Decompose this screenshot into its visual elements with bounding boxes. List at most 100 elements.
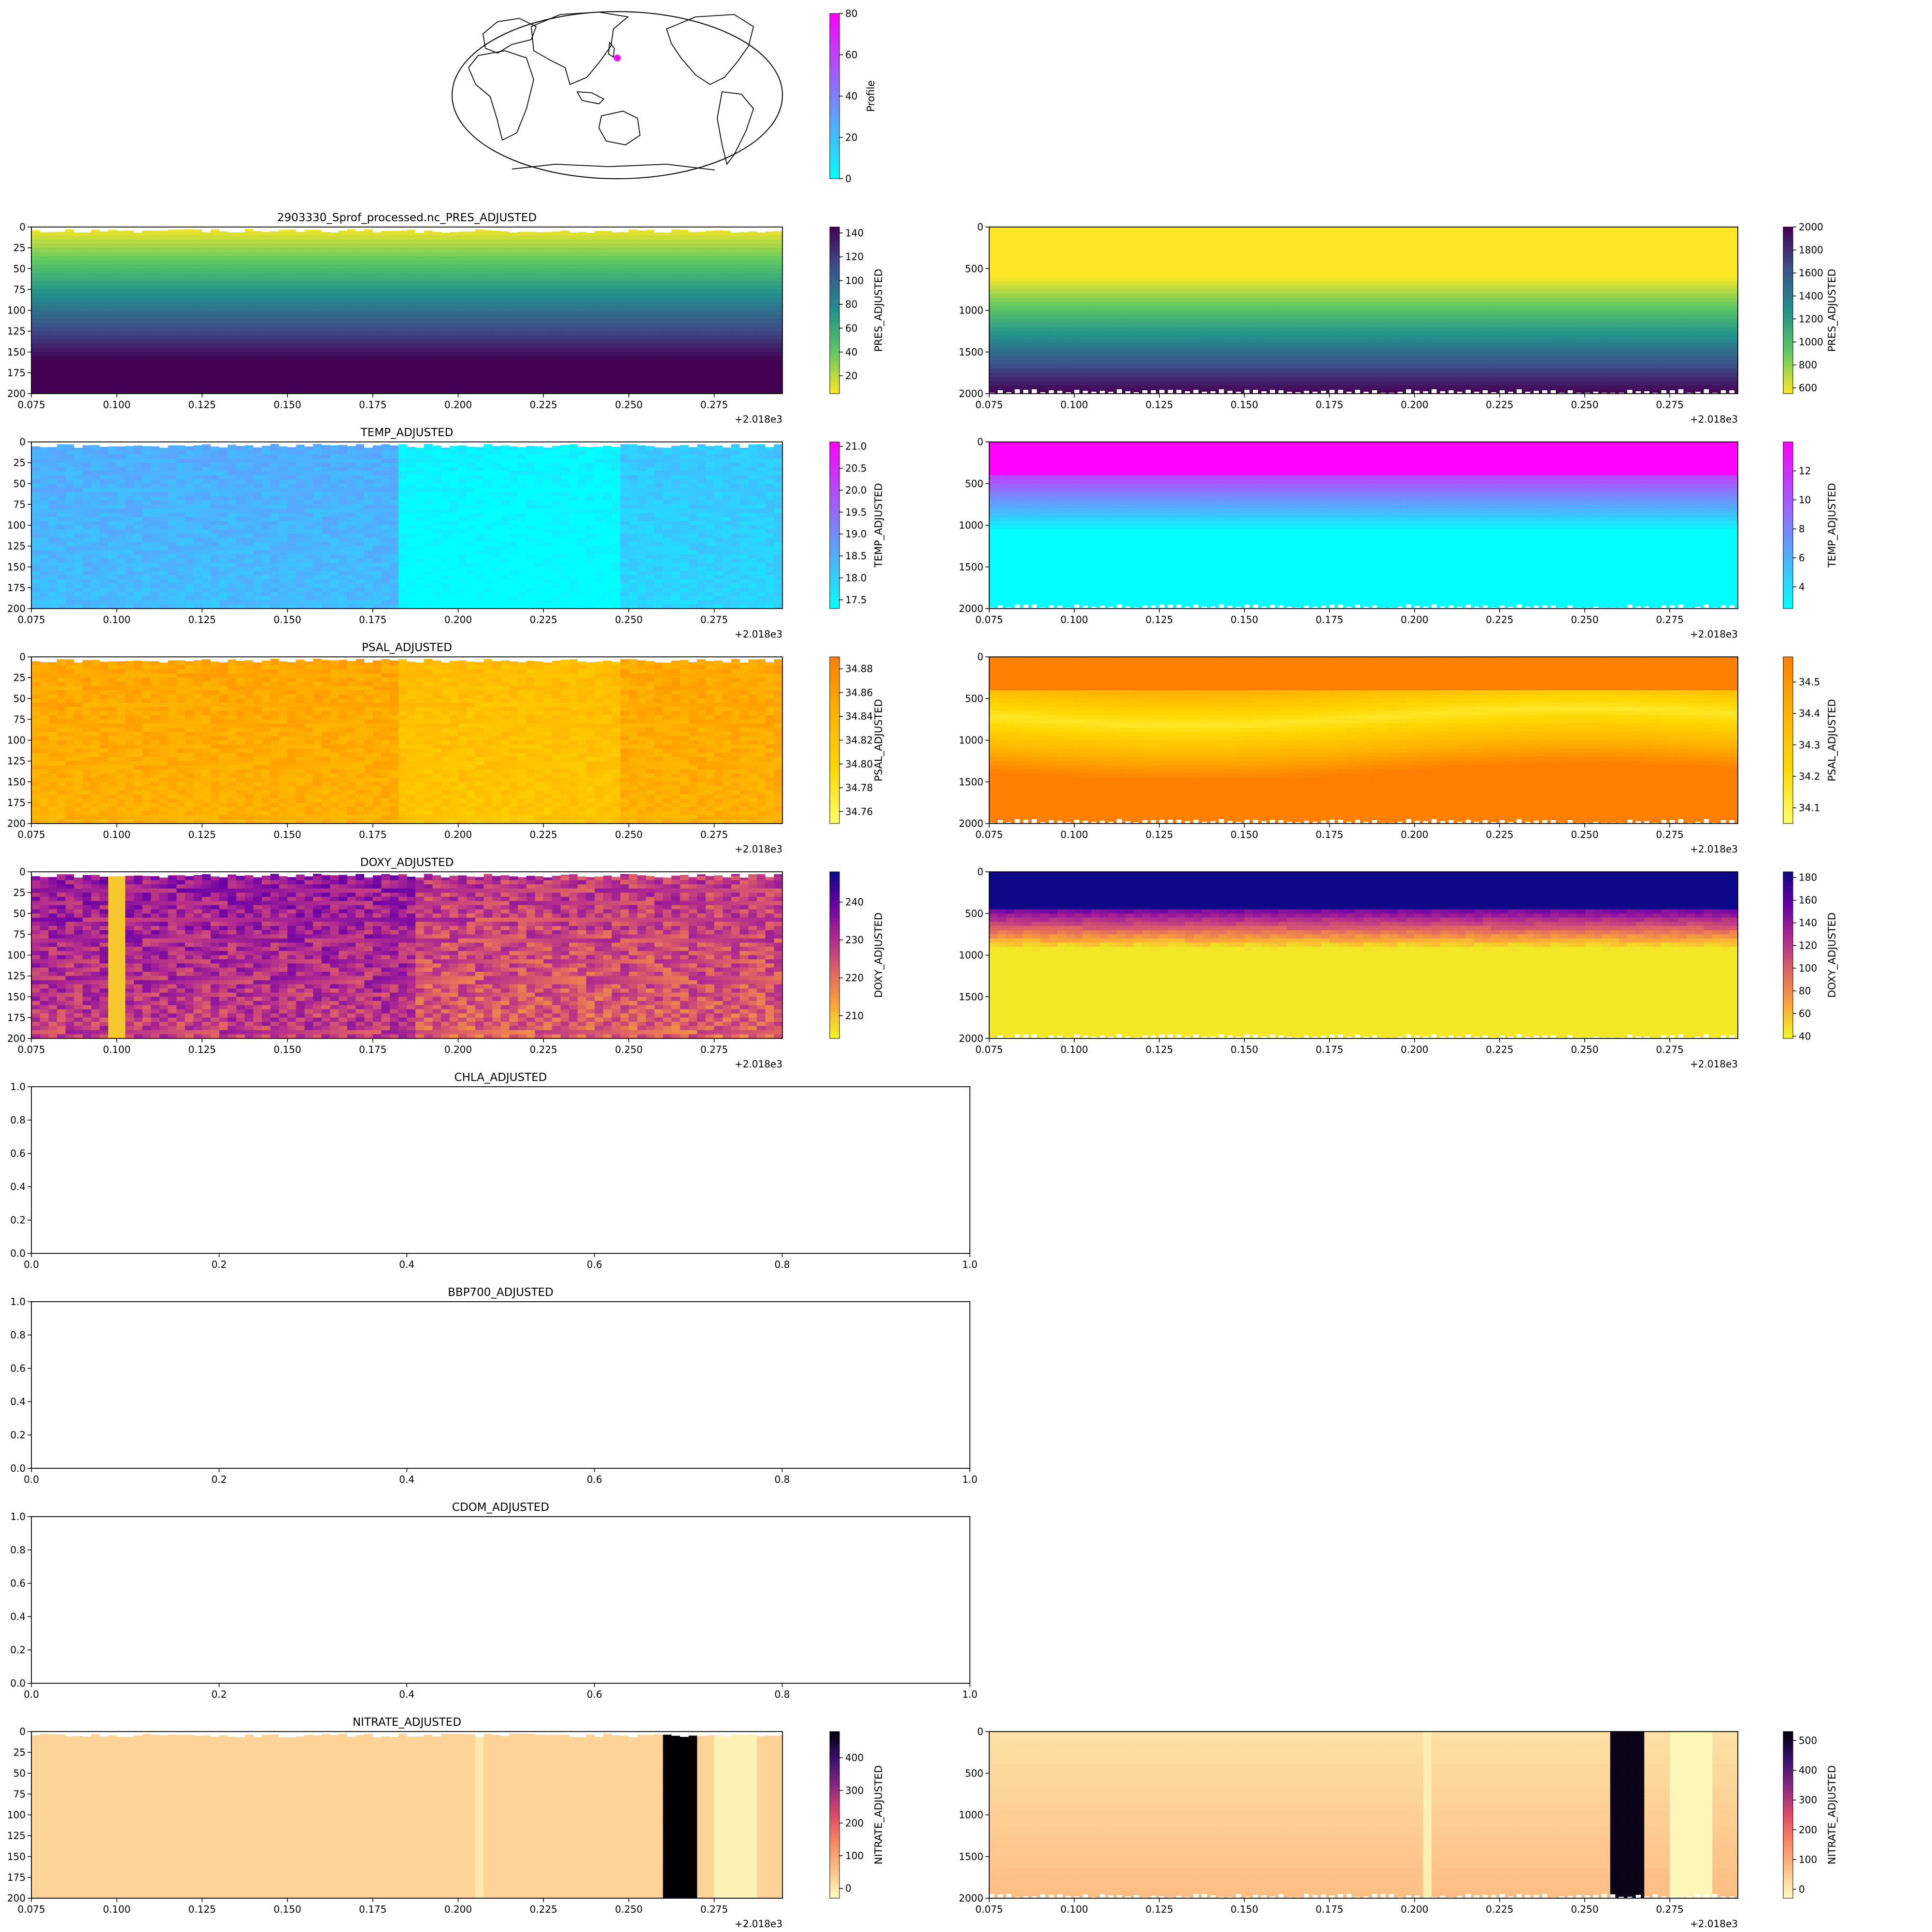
heatmap-cell <box>279 269 288 273</box>
heatmap-cell <box>535 323 544 327</box>
heatmap-cell <box>1193 335 1203 340</box>
heatmap-cell <box>611 343 621 348</box>
heatmap-cell <box>458 264 467 270</box>
map-colorbar-tick-label: 80 <box>845 8 857 19</box>
heatmap-cell <box>313 335 322 340</box>
heatmap-cell <box>620 294 629 298</box>
heatmap-cell <box>1014 256 1024 261</box>
heatmap-cell <box>185 372 194 378</box>
heatmap-cell <box>151 335 160 340</box>
heatmap-cell <box>99 298 109 303</box>
heatmap-cell <box>381 364 390 369</box>
heatmap-cell <box>492 331 501 336</box>
heatmap-cell <box>475 389 484 394</box>
heatmap-cell <box>1040 352 1050 357</box>
heatmap-cell <box>1074 264 1083 270</box>
heatmap-cell <box>211 343 220 348</box>
heatmap-cell <box>355 343 365 348</box>
heatmap-cell <box>176 248 185 253</box>
heatmap-cell <box>219 323 228 327</box>
heatmap-cell <box>1227 348 1236 353</box>
heatmap-cell <box>407 369 416 373</box>
heatmap-cell <box>628 369 638 373</box>
heatmap-cell <box>415 360 425 365</box>
heatmap-cell <box>603 343 612 348</box>
heatmap-cell <box>654 343 664 348</box>
heatmap-cell <box>654 335 664 340</box>
heatmap-cell <box>1142 323 1151 327</box>
heatmap-cell <box>415 364 425 369</box>
heatmap-cell <box>83 264 92 270</box>
heatmap-cell <box>739 318 749 324</box>
heatmap-cell <box>116 239 126 244</box>
heatmap-cell <box>1006 352 1015 357</box>
heatmap-cell <box>1082 269 1092 273</box>
heatmap-cell <box>432 294 441 298</box>
heatmap-cell <box>372 369 382 373</box>
heatmap-cell <box>1227 381 1236 386</box>
heatmap-cell <box>1099 269 1109 273</box>
heatmap-cell <box>1074 252 1083 257</box>
heatmap-cell <box>492 352 501 357</box>
heatmap-cell <box>1074 356 1083 361</box>
heatmap-cell <box>697 281 706 286</box>
heatmap-cell <box>1082 369 1092 373</box>
heatmap-cell <box>185 389 194 394</box>
heatmap-cell <box>765 289 775 294</box>
heatmap-cell <box>646 302 655 307</box>
heatmap-cell <box>628 302 638 307</box>
heatmap-cell <box>483 248 493 253</box>
heatmap-cell <box>526 285 536 290</box>
heatmap-cell <box>1185 306 1194 311</box>
heatmap-cell <box>219 235 228 240</box>
heatmap-cell <box>1040 331 1050 336</box>
heatmap-cell <box>381 331 390 336</box>
heatmap-cell <box>321 318 331 324</box>
heatmap-cell <box>1134 377 1143 382</box>
heatmap-cell <box>424 356 433 361</box>
heatmap-cell <box>765 377 775 382</box>
heatmap-cell <box>492 323 501 327</box>
heatmap-cell <box>1032 372 1041 378</box>
heatmap-cell <box>671 248 681 253</box>
heatmap-cell <box>57 306 66 311</box>
heatmap-cell <box>1193 298 1203 303</box>
heatmap-cell <box>1040 298 1050 303</box>
heatmap-cell <box>1134 243 1143 248</box>
heatmap-cell <box>654 285 664 290</box>
heatmap-cell <box>1082 348 1092 353</box>
heatmap-cell <box>31 264 41 270</box>
heatmap-cell <box>364 256 373 261</box>
heatmap-cell <box>449 364 459 369</box>
heatmap-cell <box>1134 264 1143 270</box>
heatmap-cell <box>253 339 262 344</box>
heatmap-cell <box>48 281 57 286</box>
heatmap-cell <box>1210 302 1220 307</box>
heatmap-cell <box>500 377 510 382</box>
heatmap-cell <box>1142 269 1151 273</box>
heatmap-cell <box>1244 239 1253 244</box>
heatmap-cell <box>441 243 450 248</box>
heatmap-cell <box>1091 372 1100 378</box>
heatmap-cell <box>518 339 527 344</box>
heatmap-cell <box>756 269 766 273</box>
heatmap-cell <box>108 285 117 290</box>
heatmap-cell <box>535 372 544 378</box>
heatmap-cell <box>48 256 57 261</box>
heatmap-cell <box>253 369 262 373</box>
heatmap-cell <box>1125 364 1135 369</box>
heatmap-cell <box>142 372 152 378</box>
heatmap-cell <box>1117 343 1126 348</box>
heatmap-cell <box>586 306 596 311</box>
heatmap-cell <box>40 264 49 270</box>
heatmap-cell <box>637 372 647 378</box>
heatmap-cell <box>424 339 433 344</box>
heatmap-cell <box>518 369 527 373</box>
colorbar-tick-label: 80 <box>845 298 857 310</box>
heatmap-cell <box>467 302 476 307</box>
heatmap-cell <box>296 269 305 273</box>
heatmap-cell <box>304 281 313 286</box>
heatmap-cell <box>116 377 126 382</box>
heatmap-cell <box>381 289 390 294</box>
heatmap-cell <box>1099 298 1109 303</box>
